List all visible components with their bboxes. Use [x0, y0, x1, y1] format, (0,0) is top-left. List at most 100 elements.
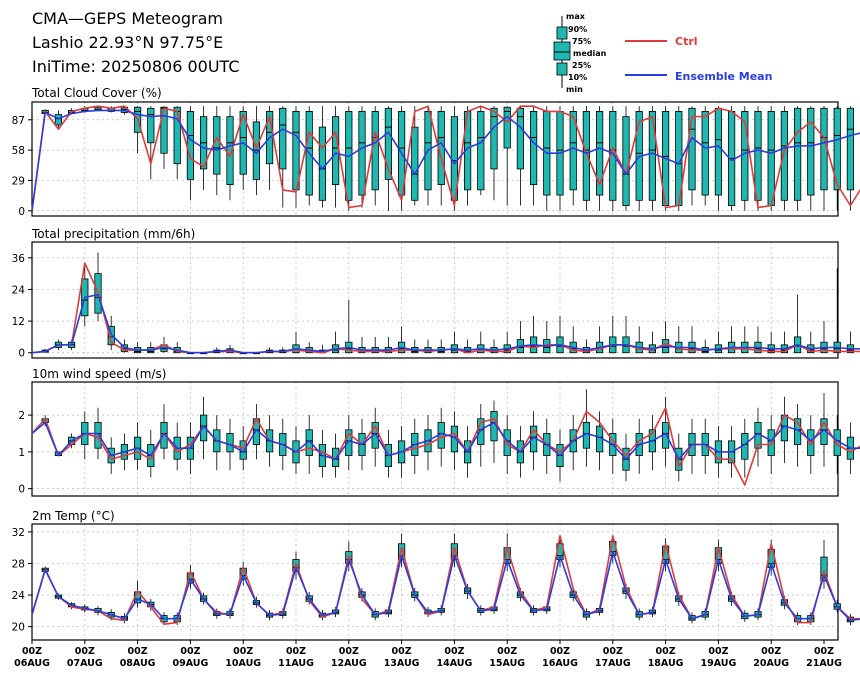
box-body	[160, 422, 168, 449]
box-body	[331, 116, 340, 186]
header: CMA—GEPS Meteogram Lashio 22.93°N 97.75°…	[32, 9, 240, 76]
box-body	[54, 114, 63, 126]
x-tick-label-date: 18AUG	[648, 658, 684, 669]
ctrl-series-line	[31, 105, 860, 211]
panel-frame	[31, 381, 839, 497]
x-tick-label-date: 06AUG	[14, 658, 50, 669]
box-body	[490, 107, 498, 170]
x-tick-label-time: 00Z	[392, 646, 412, 657]
box-body	[820, 556, 828, 582]
legend-box-core	[553, 41, 571, 61]
x-tick-label-date: 08AUG	[120, 658, 156, 669]
box-body	[530, 111, 538, 186]
panel-total-precipitation: Total precipitation (mm/6h) 0 12 24 36	[12, 227, 860, 360]
box-body	[358, 111, 366, 196]
legend-label-median: median	[573, 49, 607, 58]
y-tick-label: 28	[12, 558, 25, 570]
box-body	[714, 107, 723, 196]
y-tick-label: 36	[12, 253, 26, 265]
legend-box-lower	[556, 62, 568, 76]
x-tick-label-date: 16AUG	[542, 658, 578, 669]
x-tick-label-time: 00Z	[286, 646, 306, 657]
x-tick-label-time: 00Z	[128, 646, 148, 657]
box-body	[833, 107, 841, 191]
box-body	[384, 107, 393, 180]
x-tick-label-date: 15AUG	[489, 658, 525, 669]
x-axis: 00Z06AUG00Z07AUG00Z08AUG00Z09AUG00Z10AUG…	[14, 640, 842, 669]
legend-label-p25: 25%	[572, 61, 591, 70]
y-tick-label: 58	[12, 145, 25, 157]
ensemble-mean-series-line	[31, 109, 860, 211]
y-tick-label: 20	[12, 622, 25, 634]
legend-label-p90: 90%	[568, 25, 587, 34]
y-tick-label: 32	[12, 527, 25, 539]
y-tick-label: 0	[18, 484, 25, 496]
box-body	[807, 107, 815, 196]
box-body	[794, 107, 802, 201]
x-tick-label-time: 00Z	[444, 646, 464, 657]
box-body	[648, 111, 657, 201]
box-body	[767, 111, 775, 206]
box-body	[807, 429, 815, 456]
box-body	[503, 106, 511, 149]
x-tick-label-time: 00Z	[708, 646, 728, 657]
x-tick-label-date: 13AUG	[384, 658, 420, 669]
y-tick-label: 24	[12, 284, 26, 296]
box-body	[846, 107, 855, 191]
ctrl-series-line	[31, 262, 860, 354]
panel-frame	[31, 523, 839, 641]
box-body	[186, 111, 194, 180]
box-body	[160, 106, 168, 154]
ensemble-mean-series-line	[31, 421, 860, 461]
y-tick-label: 0	[18, 206, 25, 218]
x-tick-label-date: 07AUG	[67, 658, 103, 669]
legend-label-min: min	[566, 85, 583, 94]
panel-title-precipitation: Total precipitation (mm/6h)	[31, 227, 195, 241]
ensemble-mean-series-line	[31, 550, 860, 622]
x-tick-label-time: 00Z	[603, 646, 623, 657]
box-body	[688, 107, 696, 191]
box-body	[450, 543, 459, 560]
init-time-label: IniTime: 20250806 00UTC	[32, 57, 240, 76]
panel-2m-temperature: 2m Temp (°C) 20 24 28 32	[12, 509, 860, 641]
box-body	[622, 116, 630, 206]
panel-title-wind-speed: 10m wind speed (m/s)	[32, 367, 166, 381]
box-body	[701, 111, 709, 196]
box-body	[147, 107, 155, 144]
x-tick-label-date: 20AUG	[753, 658, 789, 669]
legend-ctrl-label: Ctrl	[675, 35, 698, 48]
box-body	[318, 126, 327, 201]
x-tick-label-time: 00Z	[656, 646, 676, 657]
ctrl-series-line	[31, 534, 860, 626]
location-label: Lashio 22.93°N 97.75°E	[32, 33, 223, 52]
legend-label-p10: 10%	[568, 73, 587, 82]
y-tick-label: 87	[12, 115, 25, 127]
x-tick-label-time: 00Z	[180, 646, 200, 657]
y-tick-label: 29	[12, 175, 25, 187]
panel-wind-speed: 10m wind speed (m/s) 0 1 2	[18, 367, 860, 497]
y-tick-label: 1	[18, 447, 25, 459]
box-body	[397, 543, 406, 560]
panel-title-temperature: 2m Temp (°C)	[32, 509, 115, 523]
box-body	[279, 107, 287, 170]
legend-label-max: max	[566, 12, 586, 21]
x-tick-label-date: 19AUG	[701, 658, 737, 669]
box-body	[173, 106, 181, 165]
box-body	[780, 111, 789, 201]
x-tick-label-time: 00Z	[497, 646, 517, 657]
x-tick-label-date: 11AUG	[278, 658, 314, 669]
box-body	[345, 429, 353, 456]
box-body	[569, 111, 577, 191]
panel-total-cloud-cover: Total Cloud Cover (%) 0 29 58 87	[12, 86, 860, 218]
box-body	[94, 422, 102, 449]
x-tick-label-time: 00Z	[22, 646, 42, 657]
box-body	[754, 111, 762, 201]
panel-title-cloud-cover: Total Cloud Cover (%)	[31, 86, 162, 100]
box-body	[107, 325, 115, 346]
x-tick-label-date: 10AUG	[225, 658, 261, 669]
x-tick-label-date: 12AUG	[331, 658, 367, 669]
ensemble-mean-series-line	[31, 293, 860, 354]
x-tick-label-time: 00Z	[550, 646, 570, 657]
box-body	[477, 111, 485, 191]
